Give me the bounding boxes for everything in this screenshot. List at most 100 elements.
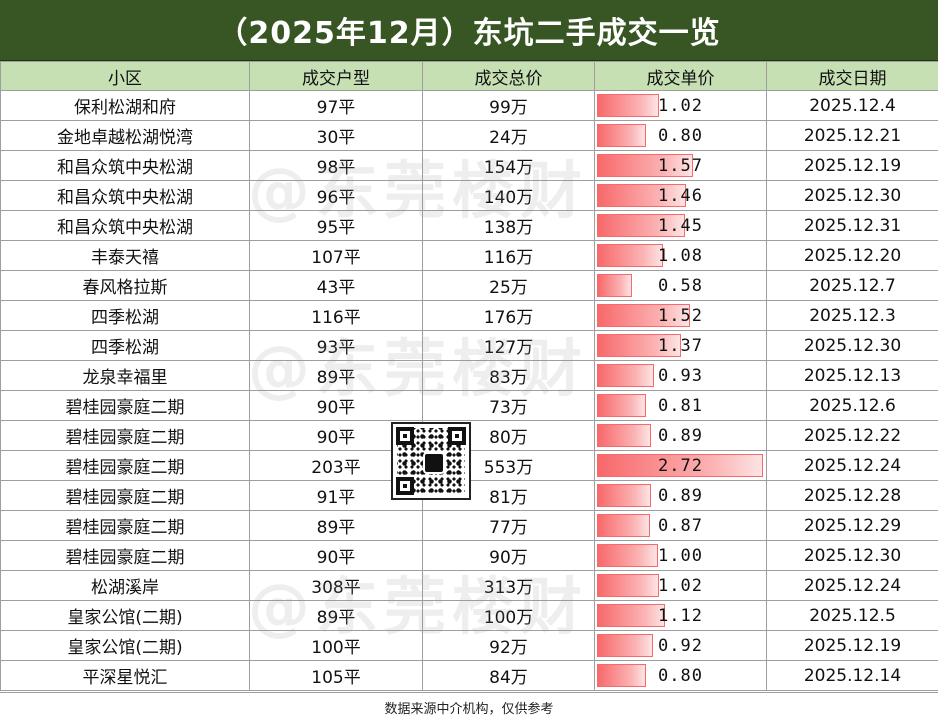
- table-body: 保利松湖和府 97平 99万 1.02 2025.12.4 金地卓越松湖悦湾 30平 24万 0…: [0, 90, 938, 691]
- cell-community: 四季松湖: [0, 330, 250, 361]
- unit-price-value: 1.52: [658, 305, 703, 326]
- cell-area: 97平: [249, 90, 423, 121]
- unit-price-databar: [597, 424, 651, 447]
- cell-date: 2025.12.30: [766, 540, 938, 571]
- cell-community: 碧桂园豪庭二期: [0, 390, 250, 421]
- cell-community: 皇家公馆(二期): [0, 600, 250, 631]
- unit-price-value: 0.92: [658, 635, 703, 656]
- cell-community: 和昌众筑中央松湖: [0, 180, 250, 211]
- cell-date: 2025.12.22: [766, 420, 938, 451]
- cell-total-price: 140万: [422, 180, 595, 211]
- cell-area: 89平: [249, 510, 423, 541]
- cell-date: 2025.12.6: [766, 390, 938, 421]
- unit-price-value: 1.02: [658, 575, 703, 596]
- unit-price-databar: [597, 94, 659, 117]
- unit-price-value: 0.81: [658, 395, 703, 416]
- cell-unit-price: 0.87: [594, 510, 767, 541]
- table-row: 皇家公馆(二期) 89平 100万 1.12 2025.12.5: [0, 600, 938, 631]
- cell-area: 93平: [249, 330, 423, 361]
- cell-unit-price: 1.02: [594, 90, 767, 121]
- cell-unit-price: 1.52: [594, 300, 767, 331]
- cell-date: 2025.12.21: [766, 120, 938, 151]
- unit-price-value: 0.80: [658, 665, 703, 686]
- cell-unit-price: 0.58: [594, 270, 767, 301]
- cell-area: 89平: [249, 360, 423, 391]
- cell-total-price: 176万: [422, 300, 595, 331]
- cell-total-price: 90万: [422, 540, 595, 571]
- cell-community: 碧桂园豪庭二期: [0, 450, 250, 481]
- unit-price-value: 1.57: [658, 155, 703, 176]
- cell-total-price: 24万: [422, 120, 595, 151]
- cell-unit-price: 1.45: [594, 210, 767, 241]
- table-row: 平深星悦汇 105平 84万 0.80 2025.12.14: [0, 660, 938, 691]
- unit-price-databar: [597, 574, 659, 597]
- cell-unit-price: 0.92: [594, 630, 767, 661]
- cell-date: 2025.12.19: [766, 150, 938, 181]
- cell-total-price: 313万: [422, 570, 595, 601]
- cell-total-price: 116万: [422, 240, 595, 271]
- cell-community: 平深星悦汇: [0, 660, 250, 691]
- unit-price-databar: [597, 154, 693, 177]
- cell-community: 碧桂园豪庭二期: [0, 510, 250, 541]
- cell-community: 碧桂园豪庭二期: [0, 540, 250, 571]
- unit-price-databar: [597, 664, 646, 687]
- cell-community: 四季松湖: [0, 300, 250, 331]
- unit-price-databar: [597, 514, 650, 537]
- unit-price-databar: [597, 184, 686, 207]
- cell-unit-price: 0.93: [594, 360, 767, 391]
- cell-date: 2025.12.14: [766, 660, 938, 691]
- qr-code-icon: [391, 422, 471, 500]
- cell-unit-price: 0.81: [594, 390, 767, 421]
- unit-price-value: 0.93: [658, 365, 703, 386]
- cell-community: 皇家公馆(二期): [0, 630, 250, 661]
- table-row: 碧桂园豪庭二期 89平 77万 0.87 2025.12.29: [0, 510, 938, 541]
- cell-date: 2025.12.5: [766, 600, 938, 631]
- cell-area: 30平: [249, 120, 423, 151]
- table-row: 碧桂园豪庭二期 91平 81万 0.89 2025.12.28: [0, 480, 938, 511]
- cell-community: 松湖溪岸: [0, 570, 250, 601]
- table-row: 龙泉幸福里 89平 83万 0.93 2025.12.13: [0, 360, 938, 391]
- cell-community: 保利松湖和府: [0, 90, 250, 121]
- unit-price-databar: [597, 604, 665, 627]
- cell-total-price: 127万: [422, 330, 595, 361]
- column-header-unit-price: 成交单价: [594, 61, 767, 91]
- cell-unit-price: 0.80: [594, 660, 767, 691]
- cell-community: 龙泉幸福里: [0, 360, 250, 391]
- cell-community: 碧桂园豪庭二期: [0, 480, 250, 511]
- cell-total-price: 83万: [422, 360, 595, 391]
- column-header-date: 成交日期: [766, 61, 938, 91]
- cell-unit-price: 0.80: [594, 120, 767, 151]
- cell-area: 107平: [249, 240, 423, 271]
- table-row: 四季松湖 93平 127万 1.37 2025.12.30: [0, 330, 938, 361]
- unit-price-databar: [597, 274, 632, 297]
- cell-area: 90平: [249, 390, 423, 421]
- column-header-area: 成交户型: [249, 61, 423, 91]
- column-header-total-price: 成交总价: [422, 61, 595, 91]
- cell-area: 98平: [249, 150, 423, 181]
- cell-date: 2025.12.24: [766, 570, 938, 601]
- page-title: （2025年12月）东坑二手成交一览: [0, 0, 938, 61]
- cell-date: 2025.12.30: [766, 180, 938, 211]
- cell-area: 100平: [249, 630, 423, 661]
- table-row: 保利松湖和府 97平 99万 1.02 2025.12.4: [0, 90, 938, 121]
- cell-unit-price: 1.12: [594, 600, 767, 631]
- table-row: 和昌众筑中央松湖 95平 138万 1.45 2025.12.31: [0, 210, 938, 241]
- cell-total-price: 25万: [422, 270, 595, 301]
- transactions-table: 小区 成交户型 成交总价 成交单价 成交日期 保利松湖和府 97平 99万 1.02 2…: [0, 61, 938, 691]
- unit-price-databar: [597, 454, 763, 477]
- cell-community: 春风格拉斯: [0, 270, 250, 301]
- cell-unit-price: 2.72: [594, 450, 767, 481]
- unit-price-value: 0.89: [658, 485, 703, 506]
- cell-date: 2025.12.7: [766, 270, 938, 301]
- cell-unit-price: 1.37: [594, 330, 767, 361]
- cell-total-price: 73万: [422, 390, 595, 421]
- table-row: 丰泰天禧 107平 116万 1.08 2025.12.20: [0, 240, 938, 271]
- column-header-community: 小区: [0, 61, 250, 91]
- cell-date: 2025.12.4: [766, 90, 938, 121]
- unit-price-value: 1.08: [658, 245, 703, 266]
- table-row: 春风格拉斯 43平 25万 0.58 2025.12.7: [0, 270, 938, 301]
- cell-unit-price: 1.46: [594, 180, 767, 211]
- cell-unit-price: 1.00: [594, 540, 767, 571]
- unit-price-value: 0.58: [658, 275, 703, 296]
